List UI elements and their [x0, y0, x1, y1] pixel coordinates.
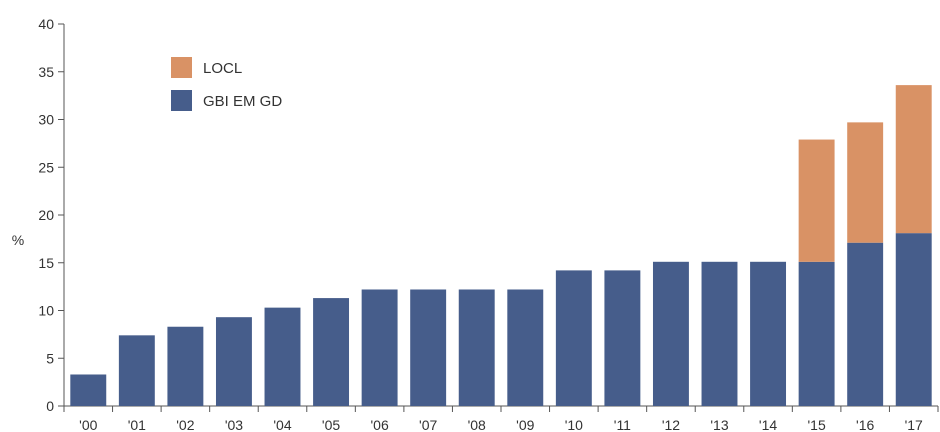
x-tick-label: '07 [419, 417, 437, 432]
legend-swatch-locl [171, 57, 192, 78]
bar-gbi-em-gd-4 [264, 307, 301, 406]
bar-gbi-em-gd-1 [118, 335, 155, 406]
x-tick-label: '06 [370, 417, 388, 432]
bar-gbi-em-gd-8 [458, 289, 495, 406]
bar-locl-17 [895, 85, 932, 234]
bar-gbi-em-gd-3 [215, 317, 252, 406]
legend: LOCL GBI EM GD [171, 57, 282, 111]
y-tick-label: 10 [38, 303, 54, 319]
bar-gbi-em-gd-17 [895, 233, 932, 406]
y-tick-label: 20 [38, 207, 54, 223]
y-tick-label: 30 [38, 112, 54, 128]
x-tick-label: '10 [565, 417, 583, 432]
y-axis: 0 5 10 15 20 25 30 35 40 [38, 16, 65, 414]
bar-gbi-em-gd-10 [555, 270, 592, 406]
bar-gbi-em-gd-15 [798, 261, 835, 406]
x-tick-label: '11 [614, 417, 631, 432]
bar-gbi-em-gd-2 [167, 326, 204, 406]
y-tick-label: 35 [38, 64, 54, 80]
x-tick-label: '00 [79, 417, 97, 432]
y-tick-label: 15 [38, 255, 54, 271]
x-tick-label: '04 [273, 417, 291, 432]
bar-gbi-em-gd-7 [410, 289, 447, 406]
bar-gbi-em-gd-12 [652, 261, 689, 406]
bar-gbi-em-gd-11 [604, 270, 641, 406]
y-tick-label: 40 [38, 16, 54, 32]
y-axis-label: % [12, 232, 24, 248]
legend-label: GBI EM GD [203, 93, 282, 110]
x-tick-label: '12 [662, 417, 680, 432]
bar-locl-16 [847, 122, 884, 243]
x-tick-label: '01 [128, 417, 146, 432]
bar-gbi-em-gd-16 [847, 242, 884, 406]
bar-gbi-em-gd-14 [750, 261, 787, 406]
x-tick-label: '02 [176, 417, 194, 432]
bar-gbi-em-gd-0 [70, 374, 107, 406]
x-tick-label: '08 [468, 417, 486, 432]
bar-gbi-em-gd-6 [361, 289, 398, 406]
y-tick-label: 25 [38, 159, 54, 175]
legend-label: LOCL [203, 60, 242, 77]
x-tick-label: '15 [807, 417, 825, 432]
bar-locl-15 [798, 139, 835, 262]
x-tick-label: '13 [710, 417, 728, 432]
x-tick-label: '09 [516, 417, 534, 432]
legend-swatch-gbi-em-gd [171, 90, 192, 111]
y-tick-label: 0 [46, 398, 54, 414]
x-tick-label: '03 [225, 417, 243, 432]
bar-gbi-em-gd-9 [507, 289, 544, 406]
y-tick-label: 5 [46, 350, 54, 366]
bars [70, 85, 932, 406]
bar-gbi-em-gd-5 [313, 298, 350, 406]
bar-gbi-em-gd-13 [701, 261, 738, 406]
x-tick-label: '05 [322, 417, 340, 432]
x-axis: '00 '01 '02 '03 '04 '05 '06 '07 '08 '09 '10 '11 '12 '… [63, 405, 939, 432]
x-tick-label: '17 [905, 417, 923, 432]
x-tick-label: '14 [759, 417, 777, 432]
x-tick-label: '16 [856, 417, 874, 432]
